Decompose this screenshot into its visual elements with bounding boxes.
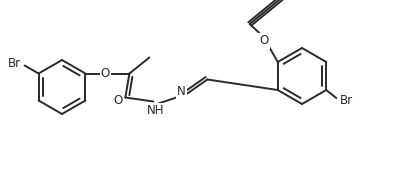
Text: O: O bbox=[114, 94, 123, 107]
Text: O: O bbox=[101, 67, 110, 80]
Text: NH: NH bbox=[147, 104, 164, 117]
Text: Br: Br bbox=[8, 57, 21, 70]
Text: N: N bbox=[177, 85, 186, 98]
Text: Br: Br bbox=[340, 93, 353, 107]
Text: O: O bbox=[259, 35, 268, 47]
